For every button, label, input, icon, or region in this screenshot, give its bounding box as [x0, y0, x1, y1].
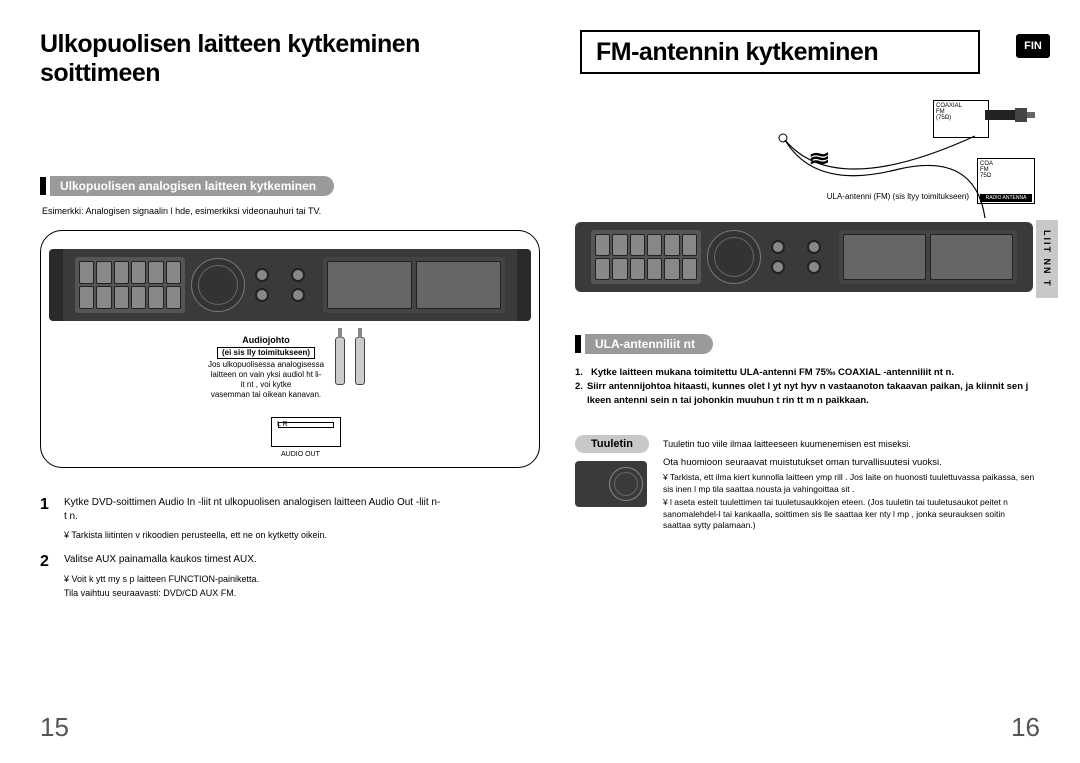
fan-icon [707, 230, 761, 284]
fan-icon [191, 258, 245, 312]
step-number: 2 [40, 553, 56, 599]
scart-ports [839, 230, 1017, 284]
step-1: 1 Kytke DVD-soittimen Audio In -liit nt … [40, 496, 540, 541]
step-2: 2 Valitse AUX painamalla kaukos timest A… [40, 553, 540, 599]
antenna-diagram: COAXIAL FM (75Ω) ≋ ULA-antenni (FM) (sis… [575, 100, 1035, 310]
step-text: Siirr antennijohtoa hitaasti, kunnes ole… [587, 380, 1035, 408]
rca-cable-icon [325, 337, 405, 397]
step-note: ¥ Voit k ytt my s p laitteen FUNCTION-pa… [64, 573, 540, 585]
device-rear-panel [55, 249, 525, 321]
scart-ports [323, 257, 505, 313]
steps-left: 1 Kytke DVD-soittimen Audio In -liit nt … [40, 496, 540, 599]
ula-step-1: 1. Kytke laitteen mukana toimitettu ULA-… [575, 366, 1035, 380]
step-text: Valitse AUX painamalla kaukos timest AUX… [64, 553, 540, 567]
audio-in-jacks [251, 257, 281, 313]
section-tick [575, 335, 581, 353]
antenna-wire-icon [775, 130, 995, 222]
fan-icon [609, 467, 643, 501]
radio-ant-label: 75Ω [980, 173, 1032, 179]
side-tab-label: LIIT NN T [1042, 230, 1052, 288]
device-audio-out-label: AUDIO OUT [281, 451, 320, 458]
coaxial-port-detail: COAXIAL FM (75Ω) [933, 100, 989, 138]
fan-description: Tuuletin tuo viile ilmaa laitteeseen kuu… [663, 435, 1035, 449]
fan-block: Tuuletin [575, 435, 649, 507]
fan-text-block: Tuuletin tuo viile ilmaa laitteeseen kuu… [663, 435, 1035, 533]
page-number-left: 15 [40, 712, 69, 743]
section-label: Ulkopuolisen analogisen laitteen kytkemi… [50, 176, 334, 196]
device-rear-panel [575, 222, 1033, 292]
right-column: COAXIAL FM (75Ω) ≋ ULA-antenni (FM) (sis… [575, 30, 1035, 533]
ula-steps: 1. Kytke laitteen mukana toimitettu ULA-… [575, 366, 1035, 407]
cable-note-sub: (ei sis lly toimitukseen) [217, 347, 315, 359]
audio-out-jacks [287, 257, 317, 313]
side-tab: LIIT NN T [1036, 220, 1058, 298]
audio-jacks [803, 230, 833, 284]
step-text: Kytke laitteen mukana toimitettu ULA-ant… [591, 366, 954, 380]
connection-diagram-left: Audiojohto (ei sis lly toimitukseen) Jos… [40, 230, 540, 468]
safety-notes: Ota huomioon seuraavat muistutukset oman… [663, 457, 1035, 531]
fan-section: Tuuletin Tuuletin tuo viile ilmaa laitte… [575, 435, 1035, 533]
speaker-terminals [591, 230, 701, 284]
coax-plug-icon [985, 106, 1035, 124]
step-number: 1 [40, 496, 56, 541]
step-note: ¥ Tarkista liitinten v rikoodien peruste… [64, 529, 540, 541]
step-text: Kytke DVD-soittimen Audio In -liit nt ul… [64, 496, 540, 523]
safety-note: ¥ l aseta esteit tuulettimen tai tuuletu… [663, 497, 1035, 531]
safety-note: ¥ Tarkista, ett ilma kiert kunnolla lait… [663, 472, 1035, 495]
radio-antenna-port-detail: COA FM 75Ω RADIO ANTENNA [977, 158, 1035, 204]
left-title: Ulkopuolisen laitteen kytkeminen soittim… [40, 30, 540, 88]
audio-jacks [767, 230, 797, 284]
fan-label: Tuuletin [575, 435, 649, 453]
radio-ant-bottom-label: RADIO ANTENNA [980, 194, 1032, 202]
speaker-terminals [75, 257, 185, 313]
coax-label: (75Ω) [936, 115, 986, 121]
ula-antenna-caption: ULA-antenni (FM) (sis ltyy toimitukseen) [827, 192, 969, 201]
section-subtext: Esimerkki: Analogisen signaalin l hde, e… [42, 206, 540, 216]
left-column: Ulkopuolisen laitteen kytkeminen soittim… [40, 30, 540, 611]
step-note2: Tila vaihtuu seuraavasti: DVD/CD AUX FM. [64, 587, 540, 599]
section-header-left: Ulkopuolisen analogisen laitteen kytkemi… [40, 176, 334, 196]
step-number: 1. [575, 366, 587, 380]
manual-page-spread: Ulkopuolisen laitteen kytkeminen soittim… [0, 0, 1080, 763]
page-number-right: 16 [1011, 712, 1040, 743]
safety-intro: Ota huomioon seuraavat muistutukset oman… [663, 457, 1035, 470]
step-number: 2. [575, 380, 583, 408]
ula-step-2: 2. Siirr antennijohtoa hitaasti, kunnes … [575, 380, 1035, 408]
ula-section-label: ULA-antenniliit nt [585, 334, 713, 354]
ula-section-header: ULA-antenniliit nt [575, 334, 713, 354]
mini-rack-icon [575, 461, 647, 507]
section-tick [40, 177, 46, 195]
wire-squiggle-icon: ≋ [808, 146, 830, 171]
device-lr-label: L R [277, 421, 288, 428]
